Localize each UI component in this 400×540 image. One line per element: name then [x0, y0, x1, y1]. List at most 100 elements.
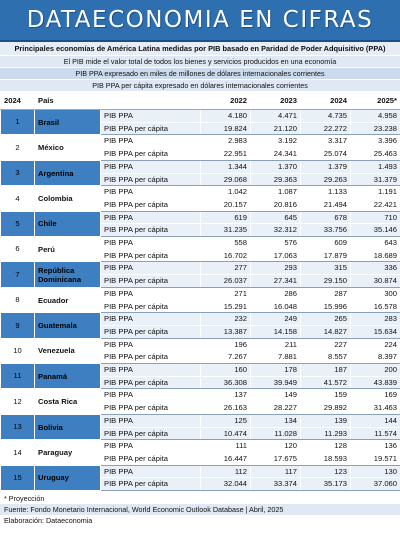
country-cell: Bolivia [34, 413, 101, 441]
table-row: 4 Colombia PIB PPA 1.042 1.087 1.133 1.191 [0, 185, 400, 212]
table-row: 2 México PIB PPA 2.983 3.192 3.317 3.396 [0, 134, 400, 161]
value-cell: 200 [350, 363, 400, 377]
table-row: 7 República Dominicana PIB PPA 277 293 315 336 [0, 261, 400, 288]
note-source: Fuente: Fondo Monetario Internacional, W… [0, 504, 400, 516]
value-cell: 39.949 [250, 375, 301, 390]
rank-cell: 1 [0, 108, 35, 136]
value-cell: 558 [200, 236, 251, 250]
country-cell: Perú [34, 236, 101, 263]
indicator-label: PIB PPA [100, 109, 201, 123]
value-cell: 315 [300, 261, 351, 276]
value-cell: 159 [300, 388, 351, 403]
value-cell: 3.192 [250, 134, 301, 149]
value-cell: 576 [250, 236, 301, 250]
value-cell: 18.689 [350, 248, 400, 263]
country-cell: Colombia [34, 185, 101, 212]
value-cell: 13.387 [200, 324, 251, 339]
indicator-label: PIB PPA [100, 388, 201, 403]
value-cell: 29.263 [300, 172, 351, 187]
value-cell: 37.060 [350, 477, 400, 492]
value-cell: 25.074 [300, 147, 351, 161]
value-cell: 31.235 [200, 223, 251, 238]
rank-cell: 9 [0, 312, 35, 339]
rank-cell: 12 [0, 388, 35, 415]
value-cell: 11.574 [350, 426, 400, 441]
indicator-label: PIB PPA [100, 185, 201, 199]
header-2024: 2024 [300, 92, 351, 110]
value-cell: 17.879 [300, 248, 351, 263]
value-cell: 120 [250, 439, 301, 453]
table-row: PIB PPA per cápita 26.037 27.341 29.150 30.8… [1, 274, 400, 288]
indicator-label: PIB PPA per cápita [100, 172, 201, 187]
value-cell: 7.267 [200, 350, 251, 365]
value-cell: 123 [300, 464, 351, 479]
indicator-label: PIB PPA [100, 210, 201, 225]
value-cell: 7.881 [250, 350, 301, 365]
rank-cell: 4 [0, 185, 35, 212]
table-row: 3 Argentina PIB PPA 1.344 1.370 1.379 1.493 [0, 159, 400, 187]
value-cell: 134 [250, 413, 301, 428]
value-cell: 35.173 [300, 477, 351, 492]
indicator-label: PIB PPA per cápita [100, 426, 201, 441]
value-cell: 21.494 [300, 197, 351, 212]
country-cell: Chile [34, 210, 101, 238]
value-cell: 22.951 [200, 147, 251, 161]
value-cell: 14.158 [250, 324, 301, 339]
value-cell: 227 [300, 337, 351, 352]
value-cell: 20.157 [200, 197, 251, 212]
value-cell: 31.379 [350, 172, 400, 187]
value-cell: 10.474 [200, 426, 251, 441]
value-cell: 26.037 [200, 274, 251, 288]
table-row: 12 Costa Rica PIB PPA 137 149 159 169 [0, 388, 400, 415]
value-cell: 29.068 [200, 172, 251, 187]
header-indicator [100, 92, 201, 110]
indicator-label: PIB PPA per cápita [100, 274, 201, 288]
value-cell: 14.827 [300, 324, 351, 339]
value-cell: 2.983 [200, 134, 251, 149]
note-credit: Elaboración: Dataeconomia [4, 516, 93, 526]
value-cell: 265 [300, 312, 351, 326]
indicator-label: PIB PPA per cápita [100, 299, 201, 314]
country-cell: México [34, 134, 101, 161]
value-cell: 20.816 [250, 197, 301, 212]
indicator-label: PIB PPA [100, 363, 201, 377]
header-country: País [34, 92, 101, 110]
value-cell: 4.958 [350, 109, 400, 123]
indicator-label: PIB PPA [100, 337, 201, 352]
value-cell: 16.702 [200, 248, 251, 263]
indicator-label: PIB PPA [100, 439, 201, 453]
notes: * Proyección Fuente: Fondo Monetario Int… [0, 493, 400, 526]
value-cell: 271 [200, 286, 251, 301]
value-cell: 111 [200, 439, 251, 453]
value-cell: 1.087 [250, 185, 301, 199]
table-row: PIB PPA per cápita 7.267 7.881 8.557 8.397 [1, 350, 400, 365]
value-cell: 1.133 [300, 185, 351, 199]
value-cell: 27.341 [250, 274, 301, 288]
subtitle-main: Principales economías de América Latina … [0, 42, 400, 56]
table-row: 14 Paraguay PIB PPA 111 120 128 136 [0, 439, 400, 466]
country-cell: Paraguay [34, 439, 101, 466]
country-cell: Argentina [34, 159, 101, 187]
header-2023: 2023 [250, 92, 301, 110]
rank-cell: 10 [0, 337, 35, 365]
value-cell: 33.756 [300, 223, 351, 238]
country-cell: Venezuela [34, 337, 101, 365]
value-cell: 16.447 [200, 451, 251, 466]
value-cell: 18.593 [300, 451, 351, 466]
value-cell: 710 [350, 210, 400, 225]
value-cell: 130 [350, 464, 400, 479]
rank-cell: 6 [0, 236, 35, 263]
table-row: 5 Chile PIB PPA 619 645 678 710 [0, 210, 400, 238]
value-cell: 678 [300, 210, 351, 225]
value-cell: 30.874 [350, 274, 400, 288]
value-cell: 211 [250, 337, 301, 352]
value-cell: 28.227 [250, 401, 301, 415]
value-cell: 41.572 [300, 375, 351, 390]
value-cell: 277 [200, 261, 251, 276]
value-cell: 144 [350, 413, 400, 428]
indicator-label: PIB PPA per cápita [100, 477, 201, 492]
indicator-label: PIB PPA [100, 413, 201, 428]
subtitle-units-percapita: PIB PPA per cápita expresado en dólares … [0, 80, 400, 92]
indicator-label: PIB PPA per cápita [100, 451, 201, 466]
table-row: 8 Ecuador PIB PPA 271 286 287 300 [0, 286, 400, 314]
